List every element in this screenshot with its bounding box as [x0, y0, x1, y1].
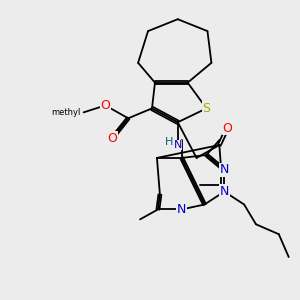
Text: N: N — [220, 163, 229, 176]
Text: S: S — [202, 102, 211, 115]
Text: N: N — [174, 140, 182, 150]
Text: O: O — [222, 122, 232, 135]
Text: O: O — [107, 132, 117, 145]
Text: N: N — [177, 203, 186, 216]
Text: methyl: methyl — [51, 108, 81, 117]
Text: O: O — [100, 99, 110, 112]
Text: H: H — [165, 137, 173, 147]
Text: N: N — [220, 185, 229, 198]
